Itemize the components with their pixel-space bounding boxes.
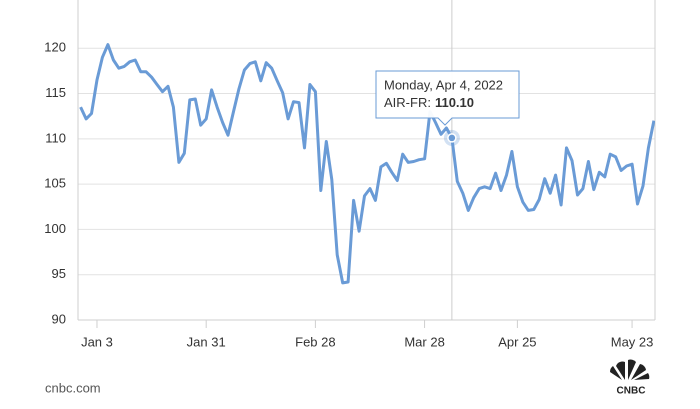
tooltip-number: 110.10 (435, 95, 474, 110)
y-tick-label: 95 (52, 266, 66, 281)
x-tick-label: Jan 31 (187, 334, 226, 349)
x-tick-label: Jan 3 (81, 334, 113, 349)
x-tick-label: Feb 28 (295, 334, 335, 349)
cnbc-logo: CNBC (609, 359, 650, 397)
tooltip: Monday, Apr 4, 2022 AIR-FR: 110.10 (375, 70, 520, 126)
tooltip-date: Monday, Apr 4, 2022 (384, 77, 503, 92)
y-tick-label: 115 (45, 85, 66, 100)
logo-text: CNBC (617, 386, 646, 397)
x-tick-label: May 23 (611, 334, 654, 349)
y-tick-label: 105 (44, 176, 66, 191)
x-tick-label: Mar 28 (404, 334, 444, 349)
y-tick-label: 110 (45, 130, 66, 145)
x-tick-label: Apr 25 (498, 334, 536, 349)
y-tick-label: 90 (52, 311, 66, 326)
tooltip-label: AIR-FR: (384, 95, 431, 110)
tooltip-value: AIR-FR: 110.10 (384, 95, 474, 110)
line (79, 43, 655, 285)
hover-point (447, 133, 457, 143)
tooltip-box (375, 70, 520, 126)
source: cnbc.com (45, 380, 101, 395)
y-tick-label: 100 (44, 221, 66, 236)
y-tick-label: 120 (44, 40, 66, 55)
